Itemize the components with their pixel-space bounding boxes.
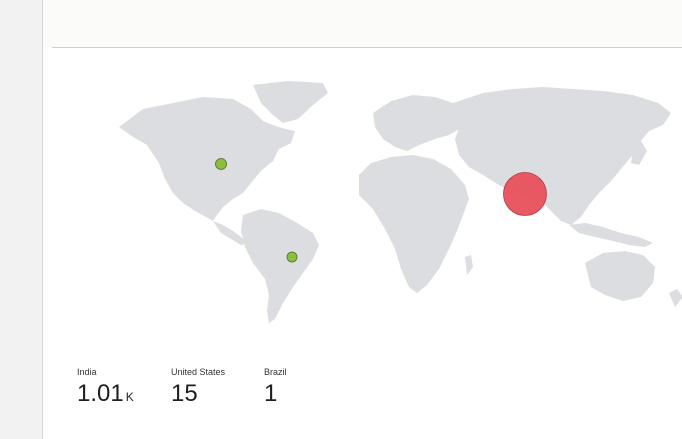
stat-value: 1.01 K (77, 380, 134, 407)
world-map-svg (119, 81, 682, 323)
landmass-north-america (119, 97, 295, 221)
left-rail (0, 0, 42, 439)
bubble-india[interactable] (503, 172, 547, 216)
map-panel: India 1.01 K United States 15 Brazil 1 (42, 0, 682, 439)
landmass-africa (359, 155, 469, 293)
stat-unit: K (125, 390, 134, 404)
stats-row: India 1.01 K United States 15 Brazil 1 (77, 367, 677, 427)
landmass-japan (631, 141, 647, 165)
stat-brazil[interactable]: Brazil 1 (264, 367, 287, 411)
stat-united-states[interactable]: United States 15 (171, 367, 225, 411)
landmass-madagascar (465, 255, 473, 275)
landmass-new-zealand (669, 289, 682, 307)
bubble-united-states[interactable] (215, 158, 227, 170)
stat-label: United States (171, 367, 226, 377)
landmass-australia (585, 251, 655, 301)
header-divider (52, 47, 682, 48)
panel-header (43, 0, 682, 48)
landmass-europe (373, 95, 465, 151)
landmass-greenland (253, 81, 328, 123)
stat-india[interactable]: India 1.01 K (77, 367, 134, 411)
bubble-brazil[interactable] (286, 251, 298, 263)
landmass-southeast-asia (569, 223, 653, 247)
stat-value: 1 (264, 380, 278, 407)
landmass-central-america (213, 221, 247, 245)
stat-label: India (77, 367, 97, 377)
world-map (73, 75, 682, 325)
stat-value: 15 (171, 380, 198, 407)
landmass-asia (453, 87, 671, 225)
landmass-south-america (241, 209, 319, 323)
stat-label: Brazil (264, 367, 287, 377)
